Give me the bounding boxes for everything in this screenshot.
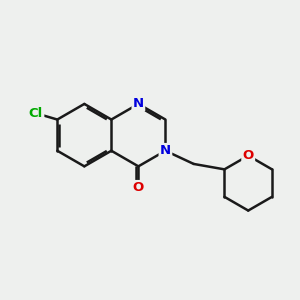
Text: N: N <box>160 144 171 157</box>
Text: O: O <box>133 181 144 194</box>
Text: Cl: Cl <box>29 107 43 120</box>
Text: N: N <box>133 98 144 110</box>
Text: O: O <box>243 149 254 162</box>
